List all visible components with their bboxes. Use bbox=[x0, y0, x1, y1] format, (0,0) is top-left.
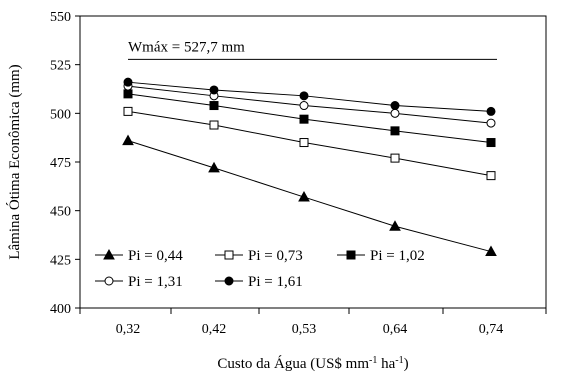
y-tick-label: 550 bbox=[50, 10, 71, 25]
data-point bbox=[390, 108, 400, 118]
legend-marker bbox=[346, 250, 356, 260]
legend-label: Pi = 0,73 bbox=[248, 248, 303, 264]
data-point bbox=[390, 101, 400, 111]
data-point bbox=[209, 120, 219, 130]
legend-label: Pi = 0,44 bbox=[128, 248, 183, 264]
data-point bbox=[299, 114, 309, 124]
data-point bbox=[298, 191, 310, 202]
data-point bbox=[208, 161, 220, 173]
series-line bbox=[127, 85, 492, 124]
y-tick-label: 475 bbox=[50, 156, 71, 171]
y-axis: 400 425 450 475 500 525 550 bbox=[50, 10, 80, 317]
x-title-end: ) bbox=[404, 356, 409, 372]
x-title-main: Custo da Água (US$ mm bbox=[217, 355, 369, 372]
data-point bbox=[486, 138, 496, 148]
x-tick-label: 0,32 bbox=[116, 322, 141, 337]
legend-label: Pi = 1,31 bbox=[128, 274, 183, 290]
legend-item: Pi = 0,44 bbox=[95, 248, 183, 264]
y-tick-label: 450 bbox=[50, 205, 71, 220]
y-tick-label: 525 bbox=[50, 59, 71, 74]
data-point bbox=[209, 101, 219, 111]
data-point bbox=[390, 126, 400, 136]
wmax-label: Wmáx = 527,7 mm bbox=[128, 39, 245, 55]
y-axis-title: Lâmina Ótima Econômica (mm) bbox=[6, 64, 23, 259]
legend-label: Pi = 1,61 bbox=[248, 274, 303, 290]
legend-item: Pi = 0,73 bbox=[215, 248, 303, 264]
legend-marker bbox=[224, 276, 234, 286]
x-title-sup1: -1 bbox=[369, 355, 377, 366]
series-line bbox=[127, 93, 492, 144]
data-point bbox=[209, 85, 219, 95]
y-tick-label: 400 bbox=[50, 302, 71, 317]
data-point bbox=[299, 91, 309, 101]
series-5 bbox=[123, 77, 496, 116]
y-tick-label: 425 bbox=[50, 253, 71, 268]
series-line bbox=[127, 140, 492, 253]
series-1 bbox=[122, 134, 497, 257]
x-tick-label: 0,74 bbox=[479, 322, 504, 337]
data-point bbox=[122, 134, 134, 146]
data-point bbox=[299, 101, 309, 111]
data-point bbox=[123, 77, 133, 87]
data-point bbox=[486, 118, 496, 128]
legend-marker bbox=[103, 248, 115, 260]
legend-item: Pi = 1,61 bbox=[215, 274, 303, 290]
legend-marker bbox=[104, 276, 114, 286]
series-2 bbox=[123, 106, 496, 181]
data-point bbox=[486, 106, 496, 116]
x-title-mid: ha bbox=[377, 356, 395, 372]
x-axis-title: Custo da Água (US$ mm-1 ha-1) bbox=[217, 355, 408, 373]
x-tick-label: 0,53 bbox=[292, 322, 317, 337]
data-point bbox=[299, 138, 309, 148]
x-axis: 0,32 0,42 0,53 0,64 0,74 bbox=[79, 308, 547, 337]
x-title-sup2: -1 bbox=[395, 355, 403, 366]
legend-marker bbox=[224, 250, 234, 260]
legend-label: Pi = 1,02 bbox=[370, 248, 425, 264]
series-line bbox=[127, 81, 492, 112]
annotation: Wmáx = 527,7 mm bbox=[128, 39, 497, 60]
x-tick-label: 0,42 bbox=[202, 322, 227, 337]
data-point bbox=[123, 106, 133, 116]
legend: Pi = 0,44 Pi = 0,73 Pi = 1,02 Pi = 1,31 Pi =… bbox=[95, 248, 425, 290]
data-point bbox=[389, 220, 401, 231]
legend-item: Pi = 1,02 bbox=[337, 248, 425, 264]
series-group bbox=[122, 77, 497, 257]
legend-item: Pi = 1,31 bbox=[95, 274, 183, 290]
data-point bbox=[390, 153, 400, 163]
series-line bbox=[127, 110, 492, 177]
x-tick-label: 0,64 bbox=[383, 322, 408, 337]
data-point bbox=[486, 171, 496, 181]
data-point bbox=[485, 245, 497, 257]
y-tick-label: 500 bbox=[50, 107, 71, 122]
data-point bbox=[123, 89, 133, 99]
